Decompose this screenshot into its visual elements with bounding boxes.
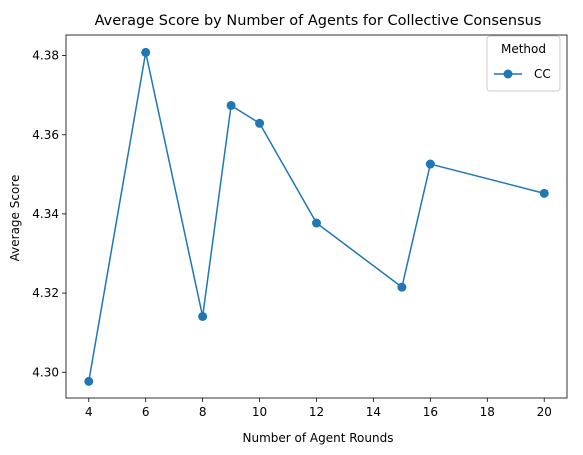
x-tick-label: 14 [366,405,381,419]
data-point [141,47,151,57]
data-point [255,118,265,128]
data-point [226,100,236,110]
data-point [84,376,94,386]
x-tick-label: 6 [142,405,150,419]
x-tick-label: 8 [199,405,207,419]
data-point [425,159,435,169]
data-point [312,218,321,228]
legend: Method CC [486,35,561,92]
y-axis-ticks: 4.30 4.32 4.34 4.36 4.38 [32,49,66,379]
chart-title: Average Score by Number of Agents for Co… [95,13,542,29]
x-tick-label: 20 [537,405,552,419]
y-tick-label: 4.30 [32,365,59,379]
x-axis-label: Number of Agent Rounds [243,431,394,445]
x-tick-label: 12 [309,405,324,419]
x-tick-label: 4 [85,405,93,419]
x-tick-label: 16 [423,405,438,419]
y-tick-label: 4.34 [32,207,59,221]
x-tick-label: 10 [252,405,267,419]
x-tick-label: 18 [480,405,495,419]
y-tick-label: 4.36 [32,128,59,142]
legend-series-marker [503,69,513,79]
y-tick-label: 4.38 [32,49,59,63]
data-point [397,282,407,292]
x-axis-ticks: 4 6 8 10 12 14 16 18 20 [85,398,552,419]
data-point [539,188,549,198]
y-axis-label: Average Score [8,175,22,262]
legend-title: Method [501,42,546,56]
data-point [198,311,208,321]
legend-series-label: CC [534,67,551,81]
series-layer [84,47,549,386]
y-tick-label: 4.32 [32,286,59,300]
